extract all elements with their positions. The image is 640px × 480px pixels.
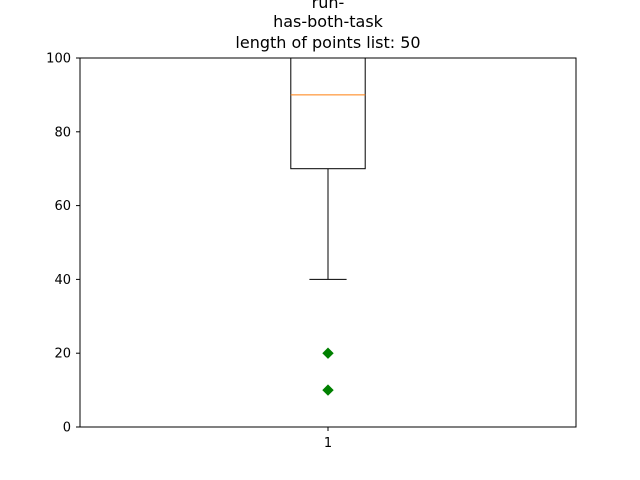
y-tick-label: 20 (54, 347, 71, 362)
chart-title-line-1: run- (312, 0, 345, 12)
box-plot-1 (290, 57, 366, 396)
y-tick-label: 0 (63, 421, 71, 436)
x-tick-label: 1 (324, 436, 332, 451)
box-plot-series (290, 57, 366, 396)
y-tick-label: 60 (54, 199, 71, 214)
chart-title-line-2: has-both-task (273, 12, 384, 31)
y-axis: 0 20 40 60 80 100 (46, 52, 80, 436)
chart-title: run- has-both-task length of points list… (235, 0, 420, 52)
y-tick-label: 80 (54, 125, 71, 140)
outlier-point (322, 347, 334, 359)
y-tick-label: 100 (46, 52, 71, 67)
chart-title-line-3: length of points list: 50 (235, 33, 420, 52)
outlier-point (322, 384, 334, 396)
x-axis: 1 (324, 427, 332, 451)
y-tick-label: 40 (54, 273, 71, 288)
box-iqr (290, 57, 366, 170)
